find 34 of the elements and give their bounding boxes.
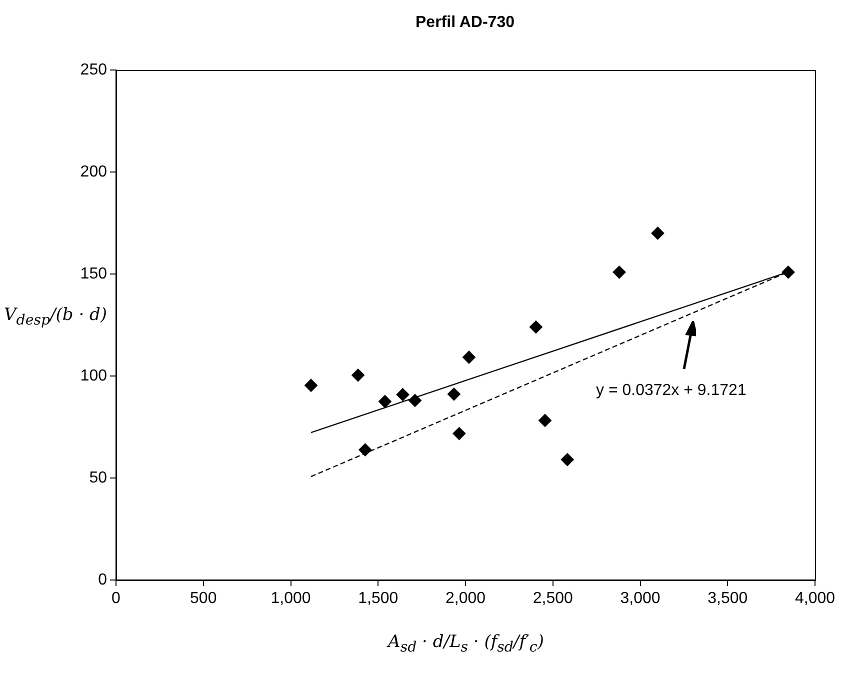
x-tick-label: 2,500 — [532, 590, 573, 608]
point — [538, 414, 552, 427]
point — [612, 266, 626, 279]
x-tick-label: 3,000 — [620, 590, 660, 608]
y-tick-label: 200 — [80, 163, 108, 180]
point — [560, 453, 574, 466]
y-axis-title: V$_{desp}$/(b · d) — [4, 305, 108, 328]
x-tick-label: 1,500 — [358, 590, 398, 608]
point — [462, 350, 476, 364]
point — [782, 266, 795, 279]
annotation: y = 0.0372x + 9.1721 — [596, 382, 746, 400]
point — [396, 388, 410, 402]
chart-title: Perfil AD-730 — [414, 14, 516, 32]
y-tick-label: 0 — [98, 571, 108, 588]
y-tick-label: 100 — [80, 367, 108, 384]
point — [408, 394, 422, 407]
point — [358, 443, 372, 456]
x-tick-label: 0 — [112, 590, 121, 608]
point — [378, 395, 392, 408]
point — [352, 368, 365, 382]
x-tick-label: 3,500 — [708, 590, 748, 608]
x-tick-label: 500 — [190, 590, 217, 608]
point — [529, 320, 542, 334]
y-tick-label: 50 — [89, 469, 108, 486]
text: A$_{sd}$ · d/L$_{s}$ · (f$_{sd}$/f′$_{c}$) — [388, 632, 544, 656]
point — [452, 427, 466, 440]
point — [447, 388, 460, 401]
y-tick-label: 250 — [80, 61, 108, 78]
y-tick-label: 150 — [80, 265, 108, 282]
x-tick-label: 2,000 — [445, 590, 486, 608]
x-tick-label: 1,000 — [270, 590, 311, 608]
point — [651, 226, 664, 240]
x-tick-label: 4,000 — [794, 590, 836, 608]
point — [304, 378, 318, 392]
